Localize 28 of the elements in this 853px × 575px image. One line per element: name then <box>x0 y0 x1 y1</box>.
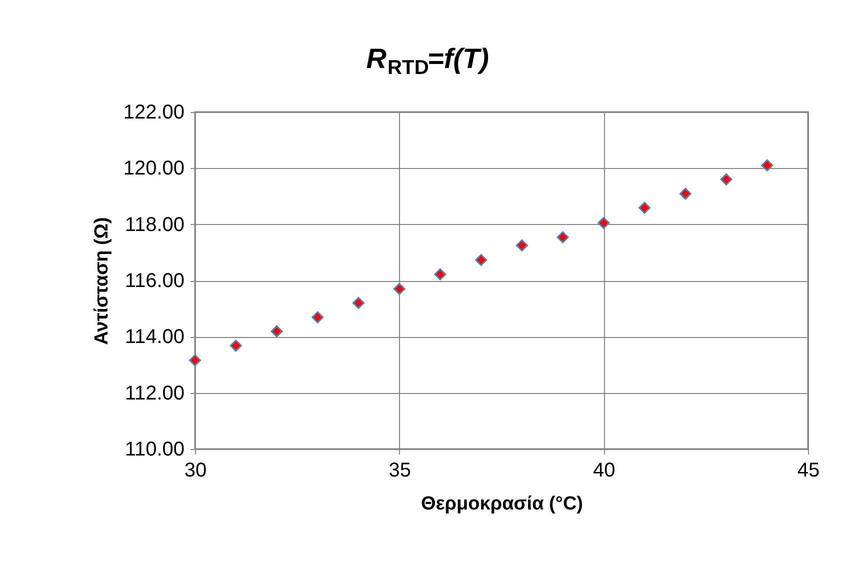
y-axis-title: Αντίσταση (Ω) <box>91 217 112 345</box>
y-tick-label: 120.00 <box>123 158 184 180</box>
point <box>516 239 528 252</box>
y-tick-label: 122.00 <box>123 102 184 124</box>
x-axis-title: Θερμοκρασία (°C) <box>420 494 584 514</box>
point <box>230 340 242 352</box>
x-tick-label: 40 <box>593 460 616 482</box>
x-tick-label: 45 <box>797 460 820 482</box>
point <box>761 159 774 172</box>
point <box>475 254 488 266</box>
point <box>720 173 732 186</box>
y-tick-label: 116.00 <box>124 270 184 292</box>
point <box>393 282 406 295</box>
x-tick-label: 35 <box>388 460 411 482</box>
y-tick-label: 114.00 <box>124 326 184 348</box>
point <box>189 354 201 366</box>
x-tick-label: 30 <box>184 460 207 482</box>
point <box>679 188 692 200</box>
y-tick-label: 110.00 <box>124 438 184 460</box>
point <box>434 268 446 280</box>
y-tick-label: 118.00 <box>124 214 184 236</box>
point <box>270 325 283 338</box>
point <box>638 202 651 214</box>
y-tick-label: 112.00 <box>124 382 184 404</box>
point <box>556 231 569 244</box>
point <box>312 311 324 324</box>
point <box>352 296 364 309</box>
point <box>598 216 610 229</box>
